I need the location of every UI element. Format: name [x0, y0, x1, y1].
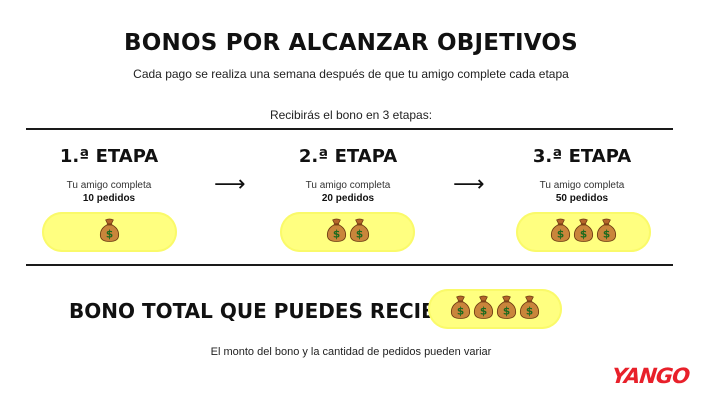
stage-3: 3.ª ETAPA Tu amigo completa 50 pedidos — [497, 146, 667, 205]
svg-text:$: $ — [603, 228, 610, 240]
stage-2-title: 2.ª ETAPA — [298, 146, 398, 167]
stage-3-title: 3.ª ETAPA — [532, 146, 632, 167]
stage-1: 1.ª ETAPA Tu amigo completa 10 pedidos — [24, 146, 194, 205]
stage-2-bonus-pill: $ $ — [280, 212, 415, 252]
page-subtitle: Cada pago se realiza una semana después … — [133, 67, 569, 81]
svg-text:$: $ — [106, 228, 113, 240]
svg-text:$: $ — [526, 305, 533, 317]
stage-3-description: Tu amigo completa — [539, 180, 625, 191]
money-bag-icon: $ — [595, 217, 618, 248]
total-bonus-label: BONO TOTAL QUE PUEDES RECIBIR — [69, 299, 460, 323]
yango-logo: YANGO — [610, 364, 691, 388]
money-bag-icon: $ — [472, 294, 495, 325]
arrow-icon: ⟶ — [214, 172, 246, 197]
stage-2-description: Tu amigo completa — [305, 180, 391, 191]
stage-1-bonus-pill: $ — [42, 212, 177, 252]
money-bag-icon: $ — [348, 217, 371, 248]
stage-1-description: Tu amigo completa — [66, 180, 152, 191]
money-bag-icon: $ — [549, 217, 572, 248]
svg-text:$: $ — [557, 228, 564, 240]
money-bag-icon: $ — [98, 217, 121, 248]
svg-text:$: $ — [355, 228, 362, 240]
total-bonus-pill: $ $ $ $ — [428, 289, 562, 329]
money-bag-icon: $ — [572, 217, 595, 248]
svg-text:$: $ — [580, 228, 587, 240]
svg-text:$: $ — [332, 228, 339, 240]
svg-text:$: $ — [503, 305, 510, 317]
stage-3-orders: 50 pedidos — [555, 193, 609, 204]
money-bag-icon: $ — [325, 217, 348, 248]
page-title: BONOS POR ALCANZAR OBJETIVOS — [124, 30, 578, 56]
money-bag-icon: $ — [449, 294, 472, 325]
money-bag-icon: $ — [495, 294, 518, 325]
stages-intro: Recibirás el bono en 3 etapas: — [269, 108, 433, 122]
stage-2: 2.ª ETAPA Tu amigo completa 20 pedidos — [263, 146, 433, 205]
stage-3-bonus-pill: $ $ $ — [516, 212, 651, 252]
stage-1-title: 1.ª ETAPA — [59, 146, 159, 167]
svg-text:$: $ — [457, 305, 464, 317]
top-divider — [26, 128, 673, 130]
stage-2-orders: 20 pedidos — [321, 193, 375, 204]
stage-1-orders: 10 pedidos — [82, 193, 136, 204]
footer-note: El monto del bono y la cantidad de pedid… — [210, 346, 492, 358]
svg-text:$: $ — [480, 305, 487, 317]
bottom-divider — [26, 264, 673, 266]
money-bag-icon: $ — [518, 294, 541, 325]
arrow-icon: ⟶ — [453, 172, 485, 197]
